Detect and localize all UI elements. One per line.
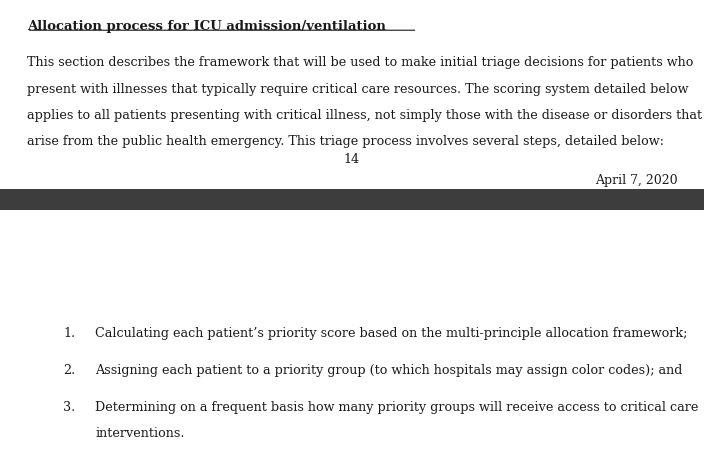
Text: April 7, 2020: April 7, 2020 xyxy=(595,174,677,187)
Text: Calculating each patient’s priority score based on the multi-principle allocatio: Calculating each patient’s priority scor… xyxy=(95,327,687,340)
Text: arise from the public health emergency. This triage process involves several ste: arise from the public health emergency. … xyxy=(27,135,664,148)
Text: 2.: 2. xyxy=(63,364,75,377)
Bar xyxy=(0,189,704,210)
Text: interventions.: interventions. xyxy=(95,427,184,440)
Text: 3.: 3. xyxy=(63,401,75,414)
Text: Assigning each patient to a priority group (to which hospitals may assign color : Assigning each patient to a priority gro… xyxy=(95,364,682,377)
Text: Determining on a frequent basis how many priority groups will receive access to : Determining on a frequent basis how many… xyxy=(95,401,698,414)
Text: This section describes the framework that will be used to make initial triage de: This section describes the framework tha… xyxy=(27,56,693,69)
Text: 14: 14 xyxy=(344,153,360,166)
Text: applies to all patients presenting with critical illness, not simply those with : applies to all patients presenting with … xyxy=(27,109,702,122)
Text: Allocation process for ICU admission/ventilation: Allocation process for ICU admission/ven… xyxy=(27,20,386,33)
Text: present with illnesses that typically require critical care resources. The scori: present with illnesses that typically re… xyxy=(27,83,689,96)
Text: 1.: 1. xyxy=(63,327,75,340)
